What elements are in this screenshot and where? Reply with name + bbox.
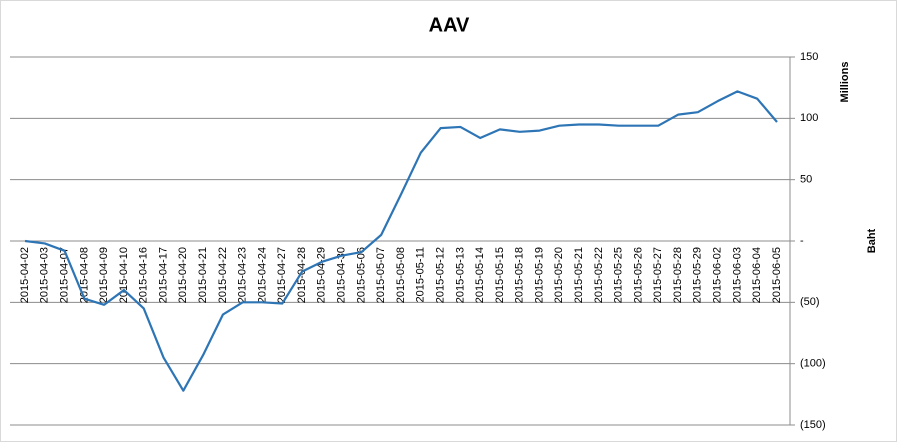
line-series bbox=[24, 90, 778, 392]
x-tick-label: 2015-04-21 bbox=[197, 247, 209, 303]
x-tick-label: 2015-05-14 bbox=[474, 247, 486, 303]
x-tick-label: 2015-05-15 bbox=[494, 247, 506, 303]
axis-unit: Millions bbox=[839, 62, 851, 103]
x-tick-label: 2015-05-26 bbox=[632, 247, 644, 303]
x-tick-label: 2015-06-03 bbox=[731, 247, 743, 303]
chart-title: AAV bbox=[429, 14, 470, 36]
y-tick-label: 50 bbox=[800, 174, 812, 186]
x-tick-label: 2015-05-25 bbox=[613, 247, 625, 303]
x-tick-label: 2015-04-02 bbox=[19, 247, 31, 303]
x-tick-label: 2015-05-19 bbox=[533, 247, 545, 303]
x-tick-label: 2015-04-24 bbox=[256, 247, 268, 303]
x-tick-label: 2015-04-28 bbox=[296, 247, 308, 303]
x-tick-label: 2015-04-08 bbox=[78, 247, 90, 303]
x-tick-label: 2015-05-11 bbox=[415, 247, 427, 302]
x-tick-label: 2015-04-22 bbox=[217, 247, 229, 303]
y-tick-label: (50) bbox=[800, 296, 820, 308]
x-tick-label: 2015-06-04 bbox=[751, 247, 763, 303]
y-tick-label: 100 bbox=[800, 112, 818, 124]
y-tick-label: - bbox=[800, 235, 804, 247]
x-tick-label: 2015-04-09 bbox=[98, 247, 110, 303]
x-tick-label: 2015-04-30 bbox=[336, 247, 348, 303]
x-tick-label: 2015-04-16 bbox=[138, 247, 150, 303]
x-tick-label: 2015-05-07 bbox=[375, 247, 387, 303]
x-tick-label: 2015-05-18 bbox=[514, 247, 526, 303]
x-tick-label: 2015-04-29 bbox=[316, 247, 328, 303]
x-tick-label: 2015-04-20 bbox=[177, 247, 189, 303]
x-tick-label: 2015-05-21 bbox=[573, 247, 585, 303]
x-tick-label: 2015-05-12 bbox=[434, 247, 446, 303]
x-tick-label: 2015-05-29 bbox=[692, 247, 704, 303]
y-tick-label: (100) bbox=[800, 358, 826, 370]
x-tick-label: 2015-04-07 bbox=[58, 247, 70, 303]
axis-label: Baht bbox=[866, 228, 878, 253]
x-tick-label: 2015-04-10 bbox=[118, 247, 130, 303]
x-tick-label: 2015-05-13 bbox=[454, 247, 466, 303]
x-tick-label: 2015-06-02 bbox=[712, 247, 724, 303]
x-tick-label: 2015-05-27 bbox=[652, 247, 664, 303]
x-tick-label: 2015-05-22 bbox=[593, 247, 605, 303]
y-tick-label: 150 bbox=[800, 51, 818, 63]
x-tick-label: 2015-04-27 bbox=[276, 247, 288, 303]
x-tick-label: 2015-06-05 bbox=[771, 247, 783, 303]
x-tick-label: 2015-05-08 bbox=[395, 247, 407, 303]
x-tick-label: 2015-05-06 bbox=[355, 247, 367, 303]
x-tick-label: 2015-05-20 bbox=[553, 247, 565, 303]
y-tick-label: (150) bbox=[800, 419, 826, 431]
x-tick-label: 2015-04-17 bbox=[157, 247, 169, 303]
x-tick-label: 2015-04-23 bbox=[237, 247, 249, 303]
x-tick-label: 2015-05-28 bbox=[672, 247, 684, 303]
x-tick-label: 2015-04-03 bbox=[39, 247, 51, 303]
